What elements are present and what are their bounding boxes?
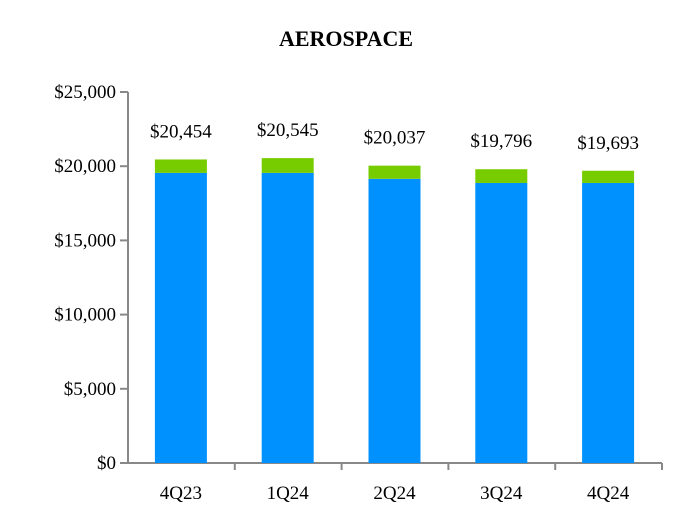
- data-label: $20,454: [150, 121, 212, 142]
- data-label: $19,693: [577, 133, 639, 154]
- x-tick-label: 2Q24: [373, 483, 416, 504]
- bar-segment-top: [368, 165, 421, 179]
- bar-segment-top: [261, 158, 314, 173]
- y-tick-label: $15,000: [54, 230, 116, 251]
- bar-segment-top: [154, 159, 207, 173]
- x-tick-label: 4Q23: [160, 483, 202, 504]
- x-tick-label: 1Q24: [267, 483, 310, 504]
- y-tick-label: $5,000: [64, 379, 116, 400]
- bar-segment-base: [261, 172, 314, 464]
- y-tick-label: $10,000: [54, 305, 116, 326]
- bar-segment-top: [582, 170, 635, 183]
- x-tick-label: 4Q24: [587, 483, 630, 504]
- bar-segment-top: [475, 169, 528, 183]
- bar-segment-base: [475, 182, 528, 464]
- chart-title: AEROSPACE: [278, 26, 414, 51]
- data-label: $19,796: [470, 131, 532, 152]
- bar-segment-base: [154, 172, 207, 464]
- bar-segment-base: [368, 178, 421, 463]
- y-tick-label: $25,000: [54, 82, 116, 103]
- y-tick-label: $20,000: [54, 156, 116, 177]
- bar-segment-base: [582, 182, 635, 464]
- data-label: $20,037: [364, 128, 426, 149]
- data-label: $20,545: [257, 120, 319, 141]
- y-tick-label: $0: [97, 453, 116, 474]
- x-tick-label: 3Q24: [480, 483, 523, 504]
